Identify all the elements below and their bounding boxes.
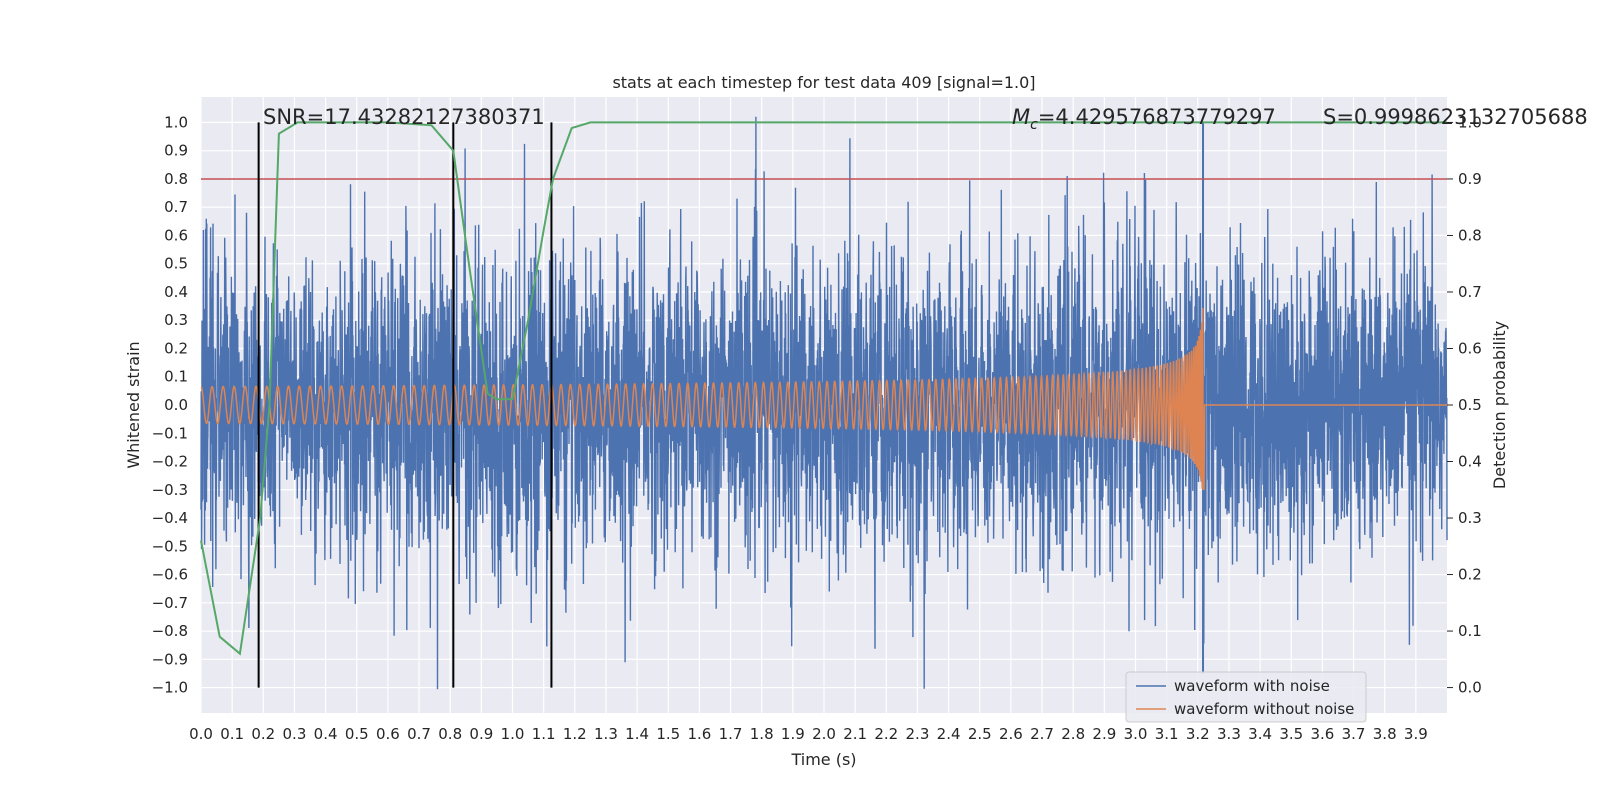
x-tick-label: 3.7 — [1342, 725, 1366, 743]
y-tick-label: −0.7 — [152, 594, 188, 612]
vertical-markers — [257, 122, 553, 688]
y-right-tick-label: 0.4 — [1458, 453, 1482, 471]
x-tick-label: 0.0 — [189, 725, 213, 743]
y-right-tick-label: 0.9 — [1458, 170, 1482, 188]
waveform-with-noise-line — [200, 116, 1448, 690]
y-right-tick-label: 0.3 — [1458, 509, 1482, 527]
x-tick-label: 2.0 — [812, 725, 836, 743]
y-tick-label: 0.9 — [164, 142, 188, 160]
x-tick-label: 3.8 — [1373, 725, 1397, 743]
y-tick-label: 0.6 — [164, 226, 188, 244]
legend: waveform with noise waveform without noi… — [1125, 671, 1367, 723]
x-tick-label: 1.0 — [501, 725, 525, 743]
chart-title: stats at each timestep for test data 409… — [612, 73, 1035, 92]
y-right-tick-label: 1.0 — [1458, 113, 1482, 131]
x-tick-label: 3.6 — [1310, 725, 1334, 743]
waveform-without-noise-line — [200, 308, 1447, 491]
x-tick-label: 2.3 — [906, 725, 930, 743]
x-tick-label: 1.4 — [625, 725, 649, 743]
x-tick-label: 0.5 — [345, 725, 369, 743]
chirp-mass-value: =4.429576873779297 — [1038, 105, 1276, 129]
chirp-mass-symbol: M — [1012, 105, 1030, 129]
x-tick-label: 1.8 — [750, 725, 774, 743]
chirp-mass-annotation: Mc=4.429576873779297 — [1012, 105, 1276, 133]
x-tick-label: 1.3 — [594, 725, 618, 743]
y-tick-label: −0.2 — [152, 453, 188, 471]
x-tick-label: 0.1 — [220, 725, 244, 743]
legend-label-clean: waveform without noise — [1174, 700, 1354, 718]
x-tick-label: 2.1 — [843, 725, 867, 743]
y-tick-label: −0.8 — [152, 622, 188, 640]
y-tick-label: 1.0 — [164, 113, 188, 131]
y-tick-label: 0.2 — [164, 339, 188, 357]
y-right-tick-label: 0.2 — [1458, 566, 1482, 584]
y-right-axis-ticks: 1.0 0.9 0.8 0.7 0.6 0.5 0.4 0.3 0.2 0.1 0.0 — [1447, 113, 1482, 697]
x-tick-label: 3.9 — [1404, 725, 1428, 743]
series-waveform-without-noise — [200, 308, 1447, 491]
detection-probability-line — [200, 121, 1447, 656]
x-tick-label: 0.2 — [251, 725, 275, 743]
y-tick-label: 0.8 — [164, 170, 188, 188]
snr-annotation: SNR=17.43282127380371 — [263, 105, 545, 129]
y-tick-label: −0.1 — [152, 424, 188, 442]
x-tick-label: 1.1 — [532, 725, 556, 743]
x-tick-label: 2.4 — [937, 725, 961, 743]
y-tick-label: −1.0 — [152, 679, 188, 697]
x-axis-label: Time (s) — [790, 750, 856, 769]
y-right-tick-label: 0.0 — [1458, 679, 1482, 697]
y-right-axis-label: Detection probability — [1490, 321, 1509, 489]
series-detection-probability — [200, 121, 1447, 656]
y-right-tick-label: 0.7 — [1458, 283, 1482, 301]
x-tick-label: 3.5 — [1279, 725, 1303, 743]
y-tick-label: 0.3 — [164, 311, 188, 329]
x-tick-label: 1.7 — [719, 725, 743, 743]
x-tick-label: 3.4 — [1248, 725, 1272, 743]
y-right-tick-label: 0.1 — [1458, 622, 1482, 640]
y-right-tick-label: 0.5 — [1458, 396, 1482, 414]
legend-box — [1125, 671, 1367, 723]
x-tick-label: 0.8 — [438, 725, 462, 743]
y-right-tick-label: 0.8 — [1458, 226, 1482, 244]
x-tick-label: 2.6 — [999, 725, 1023, 743]
x-tick-label: 0.6 — [376, 725, 400, 743]
s-annotation: S=0.9998623132705688 — [1323, 105, 1588, 129]
y-tick-label: 0.0 — [164, 396, 188, 414]
x-tick-label: 0.4 — [314, 725, 338, 743]
x-tick-label: 2.9 — [1092, 725, 1116, 743]
y-axis-label: Whitened strain — [124, 341, 143, 468]
x-tick-label: 3.2 — [1186, 725, 1210, 743]
x-tick-label: 2.7 — [1030, 725, 1054, 743]
x-tick-label: 3.3 — [1217, 725, 1241, 743]
y-tick-label: −0.9 — [152, 650, 188, 668]
x-tick-label: 0.7 — [407, 725, 431, 743]
y-tick-label: −0.6 — [152, 566, 188, 584]
y-tick-label: 0.4 — [164, 283, 188, 301]
x-tick-label: 2.2 — [874, 725, 898, 743]
y-tick-label: 0.7 — [164, 198, 188, 216]
x-tick-label: 0.3 — [283, 725, 307, 743]
y-tick-label: −0.4 — [152, 509, 188, 527]
x-tick-label: 2.5 — [968, 725, 992, 743]
x-axis-ticks: 0.0 0.1 0.2 0.3 0.4 0.5 0.6 0.7 0.8 0.9 1.0 1.1 1.2 1… — [189, 725, 1428, 743]
x-tick-label: 1.2 — [563, 725, 587, 743]
x-tick-label: 3.1 — [1155, 725, 1179, 743]
legend-label-noise: waveform with noise — [1174, 677, 1330, 695]
x-tick-label: 1.9 — [781, 725, 805, 743]
y-right-tick-label: 0.6 — [1458, 339, 1482, 357]
x-tick-label: 1.6 — [687, 725, 711, 743]
y-tick-label: −0.3 — [152, 481, 188, 499]
x-tick-label: 3.0 — [1124, 725, 1148, 743]
y-tick-label: 0.1 — [164, 368, 188, 386]
x-tick-label: 1.5 — [656, 725, 680, 743]
y-tick-label: −0.5 — [152, 537, 188, 555]
x-tick-label: 2.8 — [1061, 725, 1085, 743]
x-tick-label: 0.9 — [469, 725, 493, 743]
y-axis-ticks: 1.0 0.9 0.8 0.7 0.6 0.5 0.4 0.3 0.2 0.1 0.0 −0.1 −0.… — [152, 113, 188, 696]
y-tick-label: 0.5 — [164, 255, 188, 273]
chirp-mass-subscript: c — [1030, 117, 1038, 133]
